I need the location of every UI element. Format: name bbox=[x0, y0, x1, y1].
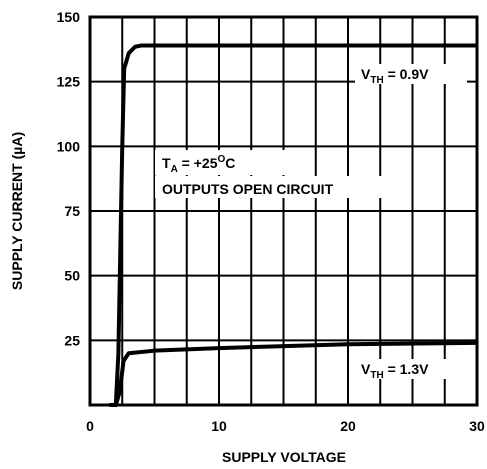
annotation-bg bbox=[155, 150, 290, 175]
series-label-part: = 0.9V bbox=[384, 66, 429, 82]
annotation-part: O bbox=[218, 154, 226, 165]
series-label-part: V bbox=[361, 361, 371, 377]
series-label-part: V bbox=[361, 66, 371, 82]
line-series bbox=[109, 43, 477, 407]
y-tick-label: 125 bbox=[57, 74, 81, 90]
x-tick-label: 20 bbox=[340, 418, 356, 434]
y-tick-label: 150 bbox=[57, 9, 81, 25]
annotation-part: C bbox=[225, 155, 235, 171]
line-series bbox=[109, 340, 478, 407]
y-axis-label: SUPPLY CURRENT (µA) bbox=[9, 132, 25, 290]
annotation-part: = +25 bbox=[178, 155, 218, 171]
annotation-part: A bbox=[171, 164, 178, 175]
y-tick-label: 50 bbox=[64, 268, 80, 284]
series-label-part: = 1.3V bbox=[384, 361, 429, 377]
annotation: OUTPUTS OPEN CIRCUIT bbox=[162, 181, 334, 197]
y-tick-label: 25 bbox=[64, 332, 80, 348]
label-bg bbox=[355, 64, 467, 84]
annotation: TA = +25OC bbox=[162, 154, 235, 175]
plot-frame bbox=[88, 15, 479, 407]
x-axis-label: SUPPLY VOLTAGE bbox=[222, 449, 346, 465]
x-tick-label: 0 bbox=[86, 418, 94, 434]
label-bg bbox=[355, 359, 467, 379]
x-tick-label: 10 bbox=[211, 418, 227, 434]
y-tick-label: 75 bbox=[64, 203, 80, 219]
series-label-part: TH bbox=[370, 75, 383, 86]
annotation-part: T bbox=[162, 155, 171, 171]
series-label: VTH = 1.3V bbox=[361, 361, 429, 381]
series-label: VTH = 0.9V bbox=[361, 66, 429, 86]
y-tick-label: 100 bbox=[57, 138, 81, 154]
x-tick-label: 30 bbox=[469, 418, 485, 434]
series-label-part: TH bbox=[370, 370, 383, 381]
annotation-bg bbox=[155, 176, 390, 198]
